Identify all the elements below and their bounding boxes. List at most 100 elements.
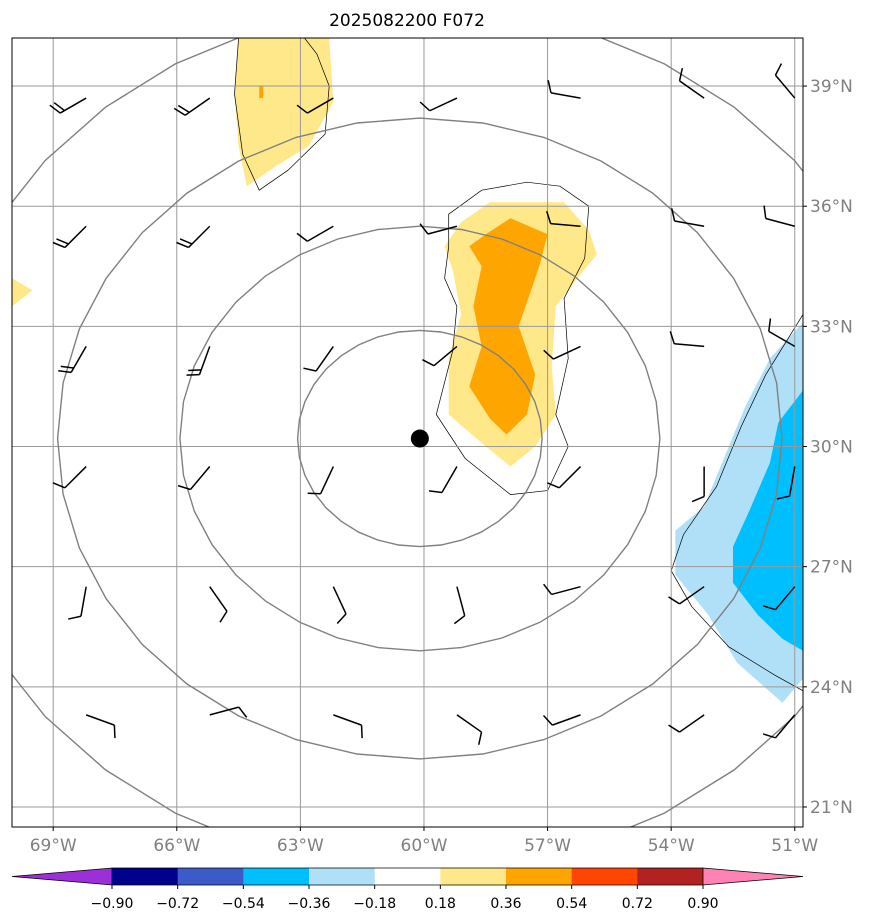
map-frame xyxy=(11,37,804,828)
figure-title: 2025082200 F072 xyxy=(329,11,485,31)
wind-barb-staff xyxy=(774,714,796,739)
wind-barb-staff xyxy=(332,586,347,615)
wind-barb xyxy=(543,583,581,596)
wind-barb-staff xyxy=(429,97,458,112)
wind-barb xyxy=(668,714,705,733)
y-tick-label: 27°N xyxy=(810,558,853,578)
wind-barb-staff xyxy=(209,586,228,612)
wind-barb-staff xyxy=(80,586,87,617)
wind-barb-flag xyxy=(768,318,772,332)
wind-barb-staff xyxy=(315,345,334,372)
wind-barb-staff xyxy=(553,345,581,360)
x-tick-label: 66°W xyxy=(153,836,200,856)
y-tick-label: 21°N xyxy=(810,798,853,818)
wind-barb-staff xyxy=(333,714,362,726)
map-background xyxy=(12,38,803,827)
wind-barb-flag xyxy=(303,367,317,372)
wind-barb-flag xyxy=(53,102,65,112)
wind-barb xyxy=(307,466,335,495)
wind-barb-staff xyxy=(550,222,581,227)
colorbar-tick-label: 0.72 xyxy=(622,896,653,912)
wind-barb xyxy=(428,466,458,494)
y-tick-label: 39°N xyxy=(810,77,853,97)
wind-barb xyxy=(186,346,211,376)
wind-barb-flag xyxy=(173,107,186,116)
wind-barb-staff xyxy=(319,466,335,495)
wind-barb xyxy=(762,586,796,611)
colorbar-tick-label: −0.36 xyxy=(288,896,331,912)
wind-barb xyxy=(776,466,796,500)
x-tick-label: 60°W xyxy=(401,836,448,856)
colorbar-tick-label: −0.90 xyxy=(91,896,134,912)
wind-barb-flag xyxy=(678,68,684,82)
wind-barb-staff xyxy=(550,92,581,99)
wind-barb-staff xyxy=(774,586,796,611)
colorbar: −0.90 −0.72 −0.54 −0.36 −0.18 0.18 0.36 0.54 0.7… xyxy=(11,867,804,912)
wind-barb xyxy=(547,466,582,489)
wind-barb-flag xyxy=(763,205,767,219)
wind-barb-flag xyxy=(188,369,202,372)
anomaly-north-blob xyxy=(234,38,334,187)
wind-barb-flag xyxy=(68,615,82,620)
wind-barb xyxy=(177,466,211,491)
wind-barb-staff xyxy=(552,714,581,726)
wind-barb xyxy=(303,345,334,372)
wind-barb-flag xyxy=(52,241,66,249)
wind-barb-flag xyxy=(177,104,190,114)
wind-barb-flag xyxy=(360,725,363,739)
lat-lon-grid xyxy=(12,38,803,827)
wind-barb-flag xyxy=(543,583,553,595)
wind-barb xyxy=(691,466,705,503)
wind-barb xyxy=(209,586,228,623)
wind-barb-flag xyxy=(219,610,228,623)
latitude-ticks: 39°N 36°N 33°N 30°N 27°N 24°N 21°N xyxy=(803,77,853,818)
y-tick-label: 36°N xyxy=(810,197,853,217)
wind-barb xyxy=(678,68,705,99)
wind-barb-staff xyxy=(427,225,458,235)
colorbar-under-extension xyxy=(11,867,113,886)
wind-barb xyxy=(547,80,581,99)
wind-barb xyxy=(85,714,116,739)
colorbar-segment xyxy=(506,868,573,885)
colorbar-tick-label: −0.72 xyxy=(156,896,199,912)
wind-barb-flag xyxy=(669,331,675,345)
wind-barb-flag xyxy=(774,63,783,76)
wind-barb xyxy=(456,714,483,745)
wind-barb-staff xyxy=(768,330,796,348)
colorbar-over-extension xyxy=(702,867,804,886)
range-ring xyxy=(296,329,543,548)
wind-barb xyxy=(763,205,795,227)
colorbar-tick-label: −0.18 xyxy=(353,896,396,912)
wind-barb-flag xyxy=(545,211,552,224)
wind-barb xyxy=(762,714,796,739)
wind-barb xyxy=(296,225,334,242)
wind-barb-flag xyxy=(52,482,66,489)
anomaly-west-edge xyxy=(12,278,33,307)
wind-barb-staff xyxy=(551,585,581,596)
wind-barb-staff xyxy=(189,466,211,491)
wind-barb-staff xyxy=(679,80,705,99)
wind-barb-flag xyxy=(307,492,321,495)
wind-barb-flag xyxy=(49,104,61,114)
wind-barb xyxy=(419,223,458,235)
colorbar-segment xyxy=(571,868,638,885)
wind-barb xyxy=(671,208,705,227)
range-rings xyxy=(12,38,803,827)
colorbar-tick-label: −0.54 xyxy=(222,896,265,912)
wind-barb-flag xyxy=(422,359,435,367)
wind-barb-staff xyxy=(433,345,458,367)
wind-barb-staff xyxy=(456,586,466,616)
wind-barb-staff xyxy=(674,343,705,348)
colorbar-segment xyxy=(243,868,310,885)
wind-barb xyxy=(669,331,705,348)
wind-barb xyxy=(542,714,581,726)
map-plot-area[interactable] xyxy=(0,6,873,871)
wind-barb-flag xyxy=(296,232,308,242)
wind-barb-flag xyxy=(671,208,676,222)
wind-barb-staff xyxy=(209,706,239,716)
wind-barb xyxy=(209,706,248,718)
outline-east xyxy=(670,314,803,692)
x-tick-label: 54°W xyxy=(648,836,695,856)
wind-barb xyxy=(173,97,211,116)
